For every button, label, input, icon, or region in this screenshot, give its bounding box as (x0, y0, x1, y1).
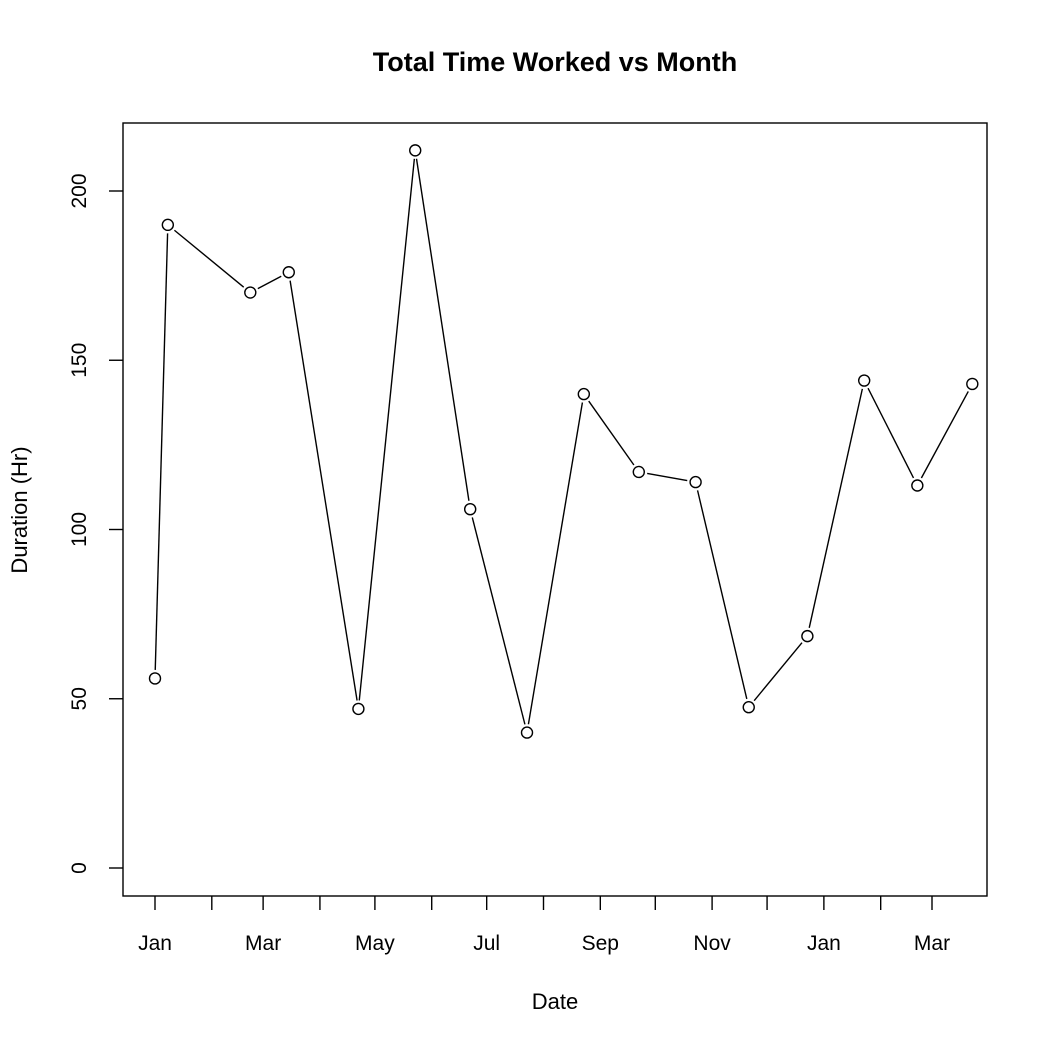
series-line-segment (753, 642, 803, 702)
x-tick-label: May (355, 932, 395, 955)
data-point (911, 479, 924, 492)
series-line-segment (154, 233, 169, 670)
data-point (801, 629, 814, 643)
chart-title: Total Time Worked vs Month (373, 47, 738, 77)
y-tick-label: 200 (68, 173, 91, 208)
data-point (148, 672, 162, 685)
x-tick-label: Jul (473, 932, 500, 955)
data-series (148, 144, 979, 739)
data-point (966, 377, 979, 391)
data-point (520, 726, 534, 739)
x-tick-label: Mar (245, 932, 281, 955)
x-axis-title: Date (532, 989, 578, 1014)
series-line-segment (867, 387, 915, 479)
data-point (577, 387, 591, 401)
series-line-segment (415, 158, 470, 501)
x-tick-label: Mar (914, 932, 950, 955)
y-tick-label: 0 (68, 862, 91, 874)
series-line-segment (696, 490, 748, 700)
x-axis: Jan Mar May Jul Sep Nov Jan Mar (138, 896, 950, 955)
series-line-segment (588, 400, 635, 466)
data-point (409, 144, 422, 157)
data-point (857, 374, 871, 387)
series-line-segment (920, 391, 969, 479)
series-line-segment (527, 402, 584, 725)
data-point (742, 701, 755, 714)
series-line-segment (647, 472, 688, 482)
data-point (632, 465, 645, 479)
series-line-segment (173, 229, 245, 288)
series-line-segment (808, 388, 864, 628)
x-tick-label: Jan (138, 932, 172, 955)
data-point (463, 502, 477, 516)
x-tick-label: Sep (582, 932, 619, 955)
data-point (161, 218, 175, 232)
plot-frame (122, 122, 988, 897)
y-axis: 0 50 100 150 200 (68, 173, 123, 874)
series-line-segment (471, 517, 526, 725)
y-tick-label: 50 (68, 687, 91, 710)
x-tick-label: Jan (807, 932, 841, 955)
data-point (352, 702, 365, 716)
series-line-segment (257, 275, 282, 290)
data-point (244, 286, 257, 299)
y-tick-label: 100 (68, 512, 91, 547)
series-line-segment (358, 158, 416, 701)
data-point (282, 266, 295, 279)
x-tick-label: Nov (693, 932, 731, 955)
y-tick-label: 150 (68, 343, 91, 378)
series-line-segment (289, 280, 358, 701)
y-axis-title: Duration (Hr) (7, 446, 32, 573)
data-point (689, 475, 702, 489)
